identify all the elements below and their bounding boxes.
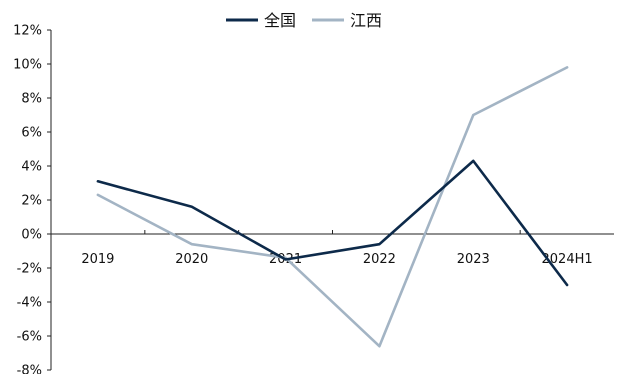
y-tick-label: 12% bbox=[13, 24, 42, 39]
y-tick-label: -6% bbox=[17, 330, 42, 345]
legend: 全国 江西 bbox=[226, 11, 382, 30]
y-tick-label: 8% bbox=[21, 92, 42, 107]
legend-label: 江西 bbox=[350, 11, 382, 30]
series-layer bbox=[96, 66, 569, 348]
y-tick-label: -8% bbox=[17, 364, 42, 374]
y-tick-label: 2% bbox=[21, 194, 42, 209]
y-tick-label: 6% bbox=[21, 126, 42, 141]
legend-label: 全国 bbox=[264, 11, 296, 30]
y-tick-label: -2% bbox=[17, 262, 42, 277]
y-tick-label: 0% bbox=[21, 228, 42, 243]
x-tick-label: 2019 bbox=[81, 252, 114, 267]
y-tick-label: 10% bbox=[13, 58, 42, 73]
y-axis-ticks: 12% 10% 8% 6% 4% 2% 0% -2% -4% -6% -8% bbox=[13, 24, 51, 374]
y-tick-label: -4% bbox=[17, 296, 42, 311]
series-line-0 bbox=[96, 159, 569, 287]
series-line-1 bbox=[96, 66, 569, 348]
x-tick-label: 2020 bbox=[175, 252, 208, 267]
x-tick-label: 2024H1 bbox=[542, 252, 593, 267]
axes-layer bbox=[50, 30, 614, 370]
x-tick-label: 2023 bbox=[457, 252, 490, 267]
x-tick-label: 2022 bbox=[363, 252, 396, 267]
y-tick-label: 4% bbox=[21, 160, 42, 175]
x-axis-ticks: 2019 2020 2021 2022 2023 2024H1 bbox=[81, 230, 593, 267]
